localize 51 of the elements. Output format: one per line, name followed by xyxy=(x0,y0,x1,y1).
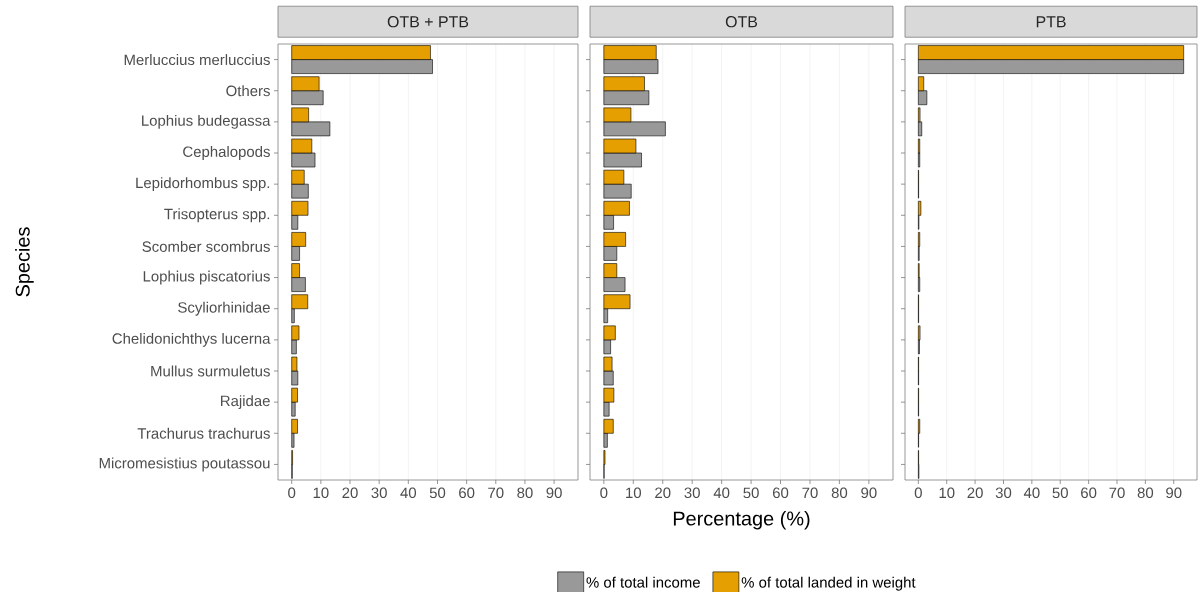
x-tick-label: 80 xyxy=(1137,487,1154,499)
x-tick-label: 20 xyxy=(655,487,671,499)
x-tick-label: 0 xyxy=(288,487,296,499)
x-tick-label: 0 xyxy=(914,487,922,499)
y-axis-title: Species xyxy=(15,227,34,297)
x-tick-label: 40 xyxy=(713,487,730,499)
x-tick-label: 60 xyxy=(459,487,475,499)
x-tick-label: 20 xyxy=(967,487,983,499)
chart-title: PTB xyxy=(1036,16,1066,28)
y-tick-label: Others xyxy=(226,85,270,97)
x-tick-label: 50 xyxy=(429,487,446,499)
x-tick-label: 70 xyxy=(488,487,504,499)
x-tick-label: 70 xyxy=(802,487,818,499)
x-tick-label: 10 xyxy=(939,487,955,499)
x-tick-label: 50 xyxy=(1052,487,1068,499)
legend-label: % of total landed in weight xyxy=(741,576,916,591)
x-tick-label: 20 xyxy=(342,487,358,499)
x-tick-label: 40 xyxy=(400,487,417,499)
y-tick-label: Trachurus trachurus xyxy=(137,427,270,439)
y-tick-label: Scomber scombrus xyxy=(142,240,270,252)
x-tick-label: 30 xyxy=(995,487,1012,499)
x-tick-label: 40 xyxy=(1023,487,1040,499)
x-tick-label: 80 xyxy=(831,487,848,499)
x-tick-label: 60 xyxy=(772,487,789,499)
x-tick-label: 60 xyxy=(1081,487,1097,499)
x-tick-label: 30 xyxy=(684,487,700,499)
x-tick-label: 90 xyxy=(861,487,877,499)
x-tick-label: 0 xyxy=(600,487,608,499)
x-tick-label: 80 xyxy=(517,487,533,499)
x-tick-label: 10 xyxy=(313,487,329,499)
x-tick-label: 30 xyxy=(371,487,387,499)
legend-label: % of total income xyxy=(586,576,700,588)
chart-title: OTB xyxy=(725,16,758,28)
x-tick-label: 70 xyxy=(1109,487,1125,499)
y-tick-label: Cephalopods xyxy=(183,146,270,160)
y-tick-label: Mullus surmuletus xyxy=(151,365,270,377)
y-tick-label: Lepidorhombus spp. xyxy=(136,177,270,192)
x-axis-title: Percentage (%) xyxy=(673,510,810,530)
x-tick-label: 50 xyxy=(743,487,759,499)
x-tick-label: 10 xyxy=(626,487,642,499)
y-tick-label: Lophius piscatorius xyxy=(143,270,270,285)
y-tick-label: Micromesistius poutassou xyxy=(99,457,270,472)
y-tick-label: Merluccius merluccius xyxy=(124,54,270,66)
x-tick-label: 90 xyxy=(1166,487,1182,499)
y-tick-label: Scyliorhinidae xyxy=(178,301,270,316)
y-tick-label: Trisopterus spp. xyxy=(164,208,270,223)
chart-title: OTB + PTB xyxy=(387,16,469,28)
y-tick-label: Rajidae xyxy=(221,395,270,410)
y-tick-label: Chelidonichthys lucerna xyxy=(112,332,271,347)
y-tick-label: Lophius budegassa xyxy=(142,114,271,129)
x-tick-label: 90 xyxy=(546,487,562,499)
